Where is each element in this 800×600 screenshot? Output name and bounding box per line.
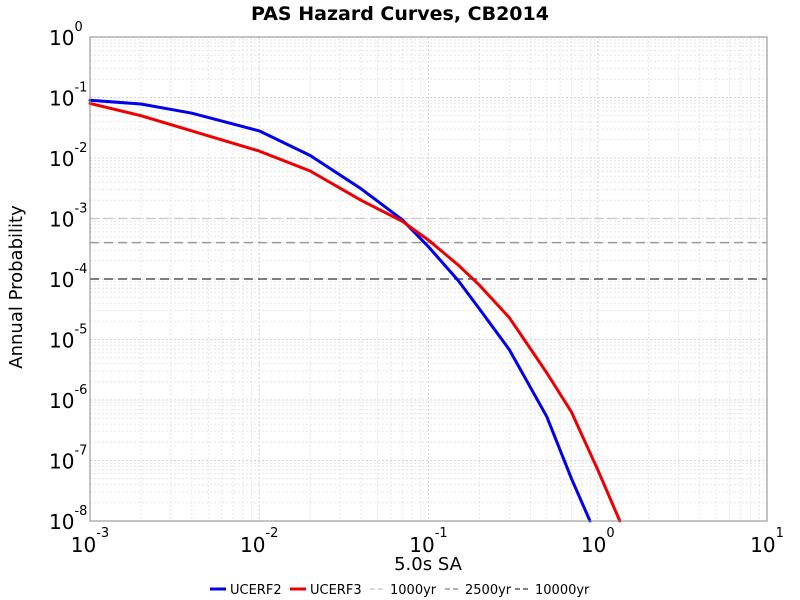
series-line-ucerf2 [88,98,592,523]
x-tick-label: 100 [581,526,615,557]
y-tick-label: 10-6 [49,383,87,413]
y-tick-label: 10-1 [49,81,87,111]
y-tick-base: 10 [49,450,74,474]
x-axis-ticks: 10-3 10-2 10-1 100 101 [71,526,784,557]
y-tick-label: 10-8 [49,504,87,534]
x-tick-exponent: -2 [265,526,278,541]
x-tick-label: 10-2 [240,526,278,557]
legend-label: 1000yr [390,583,437,598]
x-tick-exponent: -1 [435,526,448,541]
y-tick-label: 10-4 [49,262,87,292]
x-tick-base: 10 [581,533,606,557]
y-tick-label: 100 [49,20,83,50]
x-tick-base: 10 [750,533,775,557]
y-tick-label: 10-5 [49,323,87,353]
x-tick-exponent: 0 [606,526,614,541]
y-tick-label: 10-3 [49,202,87,232]
x-tick-exponent: -3 [96,526,109,541]
y-tick-label: 10-7 [49,444,87,474]
plot-frame [89,36,768,522]
x-tick-base: 10 [71,533,96,557]
y-tick-exponent: -1 [74,81,87,96]
x-tick-label: 10-3 [71,526,109,557]
y-tick-exponent: 0 [74,20,82,35]
reference-lines [90,217,767,280]
y-tick-exponent: -4 [74,262,87,277]
y-tick-base: 10 [49,208,74,232]
y-tick-exponent: -5 [74,323,87,338]
y-tick-base: 10 [49,329,74,353]
series-layer [88,98,622,523]
x-tick-base: 10 [240,533,265,557]
y-tick-base: 10 [49,268,74,292]
chart-title: PAS Hazard Curves, CB2014 [251,3,549,25]
y-tick-base: 10 [49,147,74,171]
y-tick-exponent: -7 [74,444,87,459]
legend-label: UCERF2 [230,583,282,598]
chart-legend: UCERF2 UCERF3 1000yr 2500yr 10000yr [210,583,590,598]
x-tick-base: 10 [409,533,434,557]
y-tick-base: 10 [49,26,74,50]
y-tick-base: 10 [49,510,74,534]
series-line-ucerf3 [88,101,622,523]
y-axis-label: Annual Probability [6,205,27,369]
x-tick-label: 10-1 [409,526,447,557]
legend-label: 10000yr [535,583,590,598]
x-axis-label: 5.0s SA [394,554,462,575]
legend-label: UCERF3 [310,583,362,598]
y-tick-base: 10 [49,87,74,111]
y-tick-exponent: -8 [74,504,87,519]
y-tick-base: 10 [49,389,74,413]
legend-label: 2500yr [465,583,512,598]
x-tick-label: 101 [750,526,784,557]
y-tick-exponent: -6 [74,383,87,398]
x-tick-exponent: 1 [776,526,784,541]
y-tick-label: 10-2 [49,141,87,171]
y-tick-exponent: -3 [74,202,87,217]
y-tick-exponent: -2 [74,141,87,156]
